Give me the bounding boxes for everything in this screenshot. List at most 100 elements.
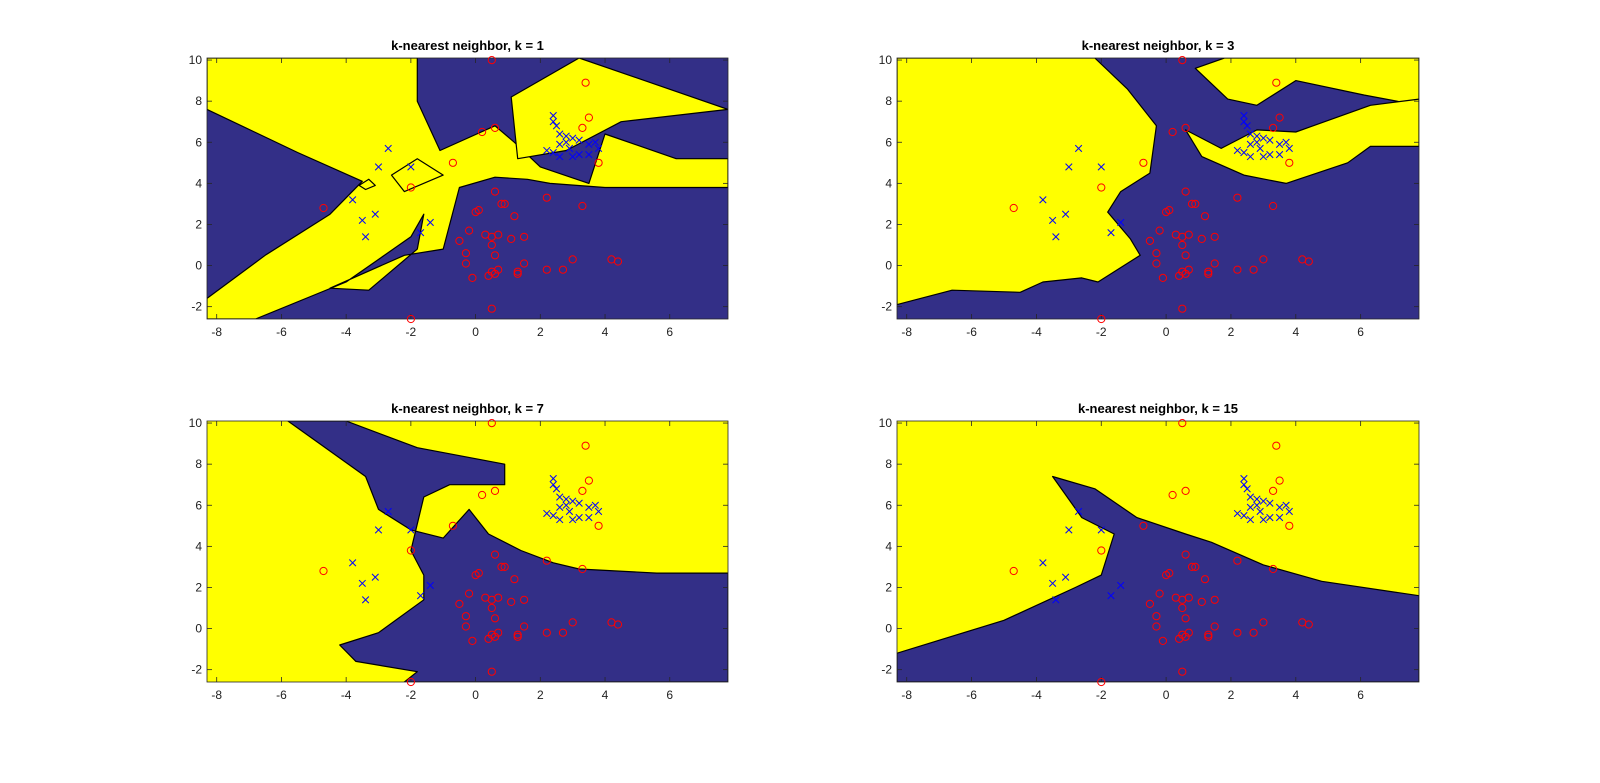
data-point-circle <box>1139 521 1148 530</box>
data-point-cross <box>1253 495 1261 503</box>
data-point-circle <box>1272 441 1281 450</box>
data-point-cross <box>585 513 593 522</box>
panel-k15: -8 -6 -4 -2 0 2 4 6 -2 0 2 4 6 8 10 k-nearest neighbor,… <box>879 401 1420 702</box>
data-point-cross <box>1246 503 1255 511</box>
x-tick-label: 6 <box>666 325 673 339</box>
data-point-cross <box>1253 138 1261 146</box>
data-point-cross <box>1061 573 1070 581</box>
data-point-cross <box>562 495 570 503</box>
data-point-cross <box>1275 503 1284 511</box>
axes-frame <box>206 57 729 320</box>
x-tick-label: -6 <box>966 325 977 339</box>
data-point-circle <box>1204 630 1213 639</box>
data-point-circle <box>510 575 519 584</box>
data-point-cross <box>1240 148 1248 157</box>
axes-frame <box>896 57 1420 320</box>
data-point-circle <box>1181 251 1190 260</box>
data-point-circle <box>1200 575 1210 584</box>
y-tick-label: -2 <box>881 300 892 314</box>
data-point-circle <box>484 271 493 280</box>
data-point-cross <box>1240 118 1248 126</box>
data-point-cross <box>549 148 557 157</box>
data-point-circle <box>487 667 496 676</box>
y-tick-label: -2 <box>191 300 202 314</box>
data-point-cross <box>585 140 593 148</box>
y-tick-label: 0 <box>195 259 202 273</box>
data-point-circle <box>578 486 587 495</box>
data-point-circle <box>1210 622 1219 631</box>
x-tick-label: -4 <box>1031 688 1042 702</box>
data-point-cross <box>585 503 593 511</box>
data-point-cross <box>426 581 434 590</box>
data-point-circle <box>487 419 496 428</box>
data-point-circle <box>1269 201 1278 211</box>
data-point-circle <box>520 595 529 604</box>
x-tick-label: 4 <box>602 688 609 702</box>
data-point-cross <box>543 146 551 155</box>
data-point-cross <box>1246 515 1255 524</box>
data-point-circle <box>461 249 470 258</box>
data-point-circle <box>513 267 522 276</box>
x-tick-label: 6 <box>1357 688 1364 702</box>
data-point-circle <box>1178 667 1187 676</box>
x-tick-label: -2 <box>1096 325 1107 339</box>
data-point-circle <box>584 476 594 485</box>
data-point-cross <box>1246 493 1255 501</box>
data-point-cross <box>1097 526 1105 534</box>
data-point-circle <box>1175 634 1184 643</box>
data-point-cross <box>1259 134 1268 142</box>
data-point-circle <box>465 226 474 235</box>
data-point-cross <box>1065 526 1073 534</box>
data-point-circle <box>581 78 590 87</box>
x-tick-label: 6 <box>1357 325 1364 339</box>
data-point-circle <box>1275 476 1284 485</box>
y-tick-label: 2 <box>885 217 892 231</box>
data-point-cross <box>1243 122 1251 130</box>
y-tick-label: 6 <box>885 498 892 512</box>
data-point-cross <box>1282 501 1290 509</box>
y-tick-label: 6 <box>885 135 892 149</box>
data-point-circle <box>1204 632 1213 641</box>
data-point-circle <box>497 199 506 208</box>
data-point-cross <box>407 526 415 534</box>
data-point-circle <box>1178 56 1187 65</box>
data-point-circle <box>490 251 500 260</box>
data-point-circle <box>465 589 474 598</box>
y-tick-label: 10 <box>189 416 203 430</box>
decision-region <box>897 475 1419 682</box>
x-tick-label: -6 <box>276 325 287 339</box>
data-point-circle <box>1184 230 1193 239</box>
data-point-circle <box>520 232 529 241</box>
data-point-cross <box>1107 229 1115 237</box>
x-tick-label: 4 <box>602 325 609 339</box>
y-tick-label: 8 <box>885 457 892 471</box>
data-point-cross <box>569 152 577 161</box>
data-point-circle <box>613 620 623 629</box>
data-point-cross <box>562 132 570 140</box>
data-point-cross <box>556 493 564 501</box>
y-tick-label: 2 <box>195 580 202 594</box>
data-point-circle <box>474 569 483 578</box>
x-tick-label: 0 <box>472 325 479 339</box>
data-point-circle <box>507 597 516 607</box>
data-point-cross <box>416 229 425 237</box>
data-point-circle <box>613 257 623 266</box>
data-point-circle <box>1097 314 1106 324</box>
data-point-circle <box>1191 562 1200 572</box>
data-point-circle <box>1249 628 1258 637</box>
data-point-cross <box>1240 474 1248 483</box>
data-point-cross <box>1233 509 1242 518</box>
data-point-cross <box>549 481 557 489</box>
data-point-cross <box>1266 513 1274 522</box>
data-point-cross <box>1107 592 1115 600</box>
y-tick-label: 8 <box>195 457 202 471</box>
data-point-circle <box>568 255 577 264</box>
data-point-circle <box>1155 589 1164 598</box>
data-point-circle <box>1181 486 1190 495</box>
data-point-cross <box>426 218 434 227</box>
data-point-circle <box>1009 203 1018 213</box>
data-point-circle <box>1152 612 1161 621</box>
data-point-circle <box>594 158 603 167</box>
x-tick-label: 0 <box>472 688 479 702</box>
